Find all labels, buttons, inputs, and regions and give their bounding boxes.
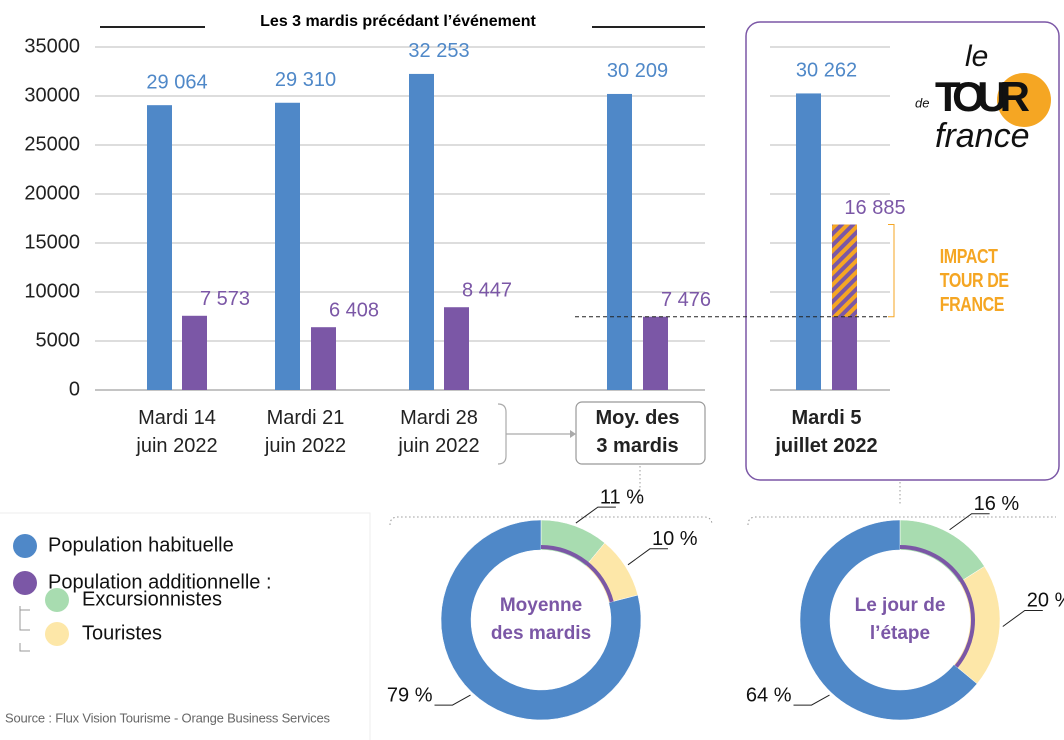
- legend-label: Population habituelle: [48, 534, 234, 556]
- annotation: IMPACT TOUR DE FRANCE: [939, 245, 1009, 316]
- y-tick-label: 5000: [36, 329, 81, 351]
- leader-line: [434, 694, 471, 706]
- logo-sun: [997, 73, 1051, 127]
- value-label: 30 262: [796, 60, 857, 82]
- leader-line: [793, 694, 830, 706]
- value-label: 29 310: [275, 69, 336, 91]
- x-tick-label: Mardi 21 juin 2022: [264, 407, 347, 457]
- legend-swatch: [13, 534, 37, 558]
- donut-slice: [799, 519, 978, 721]
- additional-arc: [541, 545, 614, 603]
- value-label: 7 573: [200, 288, 250, 310]
- legend-swatch: [45, 588, 69, 612]
- x-tick-label: Mardi 14 juin 2022: [136, 407, 218, 457]
- y-tick-label: 10000: [24, 280, 80, 302]
- connector: [389, 466, 1056, 526]
- value-label: 20 %: [1027, 590, 1064, 612]
- y-tick-label: 35000: [24, 35, 80, 57]
- legend-tree: [19, 606, 30, 652]
- y-tick-label: 15000: [24, 231, 80, 253]
- donut-title: Moyenne des mardis: [490, 595, 592, 644]
- value-label: 32 253: [408, 40, 469, 62]
- logo-text: france: [935, 117, 1030, 155]
- leader-line: [1002, 609, 1043, 627]
- value-label: 79 %: [387, 684, 433, 706]
- impact-bracket: [888, 224, 895, 318]
- x-tick-label: Mardi 5 juillet 2022: [775, 407, 878, 457]
- donut-slice: [440, 519, 642, 721]
- leader-line: [627, 548, 668, 566]
- donut-title: Le jour de l’étape: [854, 595, 946, 644]
- bar: [147, 105, 172, 391]
- bar: [796, 93, 821, 390]
- bar: [311, 327, 336, 390]
- value-label: 7 476: [661, 289, 711, 311]
- legend-label: Excursionnistes: [82, 588, 222, 610]
- y-tick-label: 20000: [24, 182, 80, 204]
- logo-text: TOUR: [935, 73, 1030, 120]
- value-label: 30 209: [607, 60, 668, 82]
- logo-text: de: [915, 95, 929, 110]
- value-label: 16 885: [844, 197, 905, 219]
- legend-swatch: [13, 571, 37, 595]
- highlight-box: [745, 21, 1060, 481]
- legend-swatch: [45, 622, 69, 646]
- bar: [643, 316, 668, 390]
- bar: [275, 102, 300, 391]
- value-label: 10 %: [652, 528, 698, 550]
- bar: [607, 93, 632, 391]
- logo-text: le: [965, 40, 988, 73]
- arrow-head: [570, 430, 576, 438]
- value-label: 11 %: [600, 486, 644, 508]
- value-label: 16 %: [974, 493, 1020, 515]
- legend-label: Population additionnelle :: [48, 571, 272, 593]
- impact-hatch: [832, 224, 857, 317]
- y-tick-label: 25000: [24, 133, 80, 155]
- bracket-arrow: [497, 403, 570, 465]
- legend-label: Touristes: [82, 622, 162, 644]
- value-label: 29 064: [146, 71, 207, 93]
- donut-slice: [899, 519, 985, 583]
- x-tick-label: Mardi 28 juin 2022: [398, 407, 480, 457]
- value-label: 64 %: [746, 684, 792, 706]
- y-tick-label: 0: [69, 378, 80, 400]
- bar: [182, 315, 207, 390]
- y-tick-label: 30000: [24, 84, 80, 106]
- average-box: [575, 401, 706, 465]
- subtitle: Les 3 mardis précédant l’événement: [260, 13, 536, 30]
- source: Source : Flux Vision Tourisme - Orange B…: [5, 710, 331, 725]
- additional-arc: [900, 545, 975, 668]
- bar: [444, 307, 469, 390]
- leader-line: [949, 513, 990, 531]
- value-label: 8 447: [462, 280, 512, 302]
- value-label: 6 408: [329, 299, 379, 321]
- bar: [409, 73, 434, 391]
- x-tick-label: Moy. des 3 mardis: [595, 407, 680, 457]
- leader-line: [575, 506, 616, 524]
